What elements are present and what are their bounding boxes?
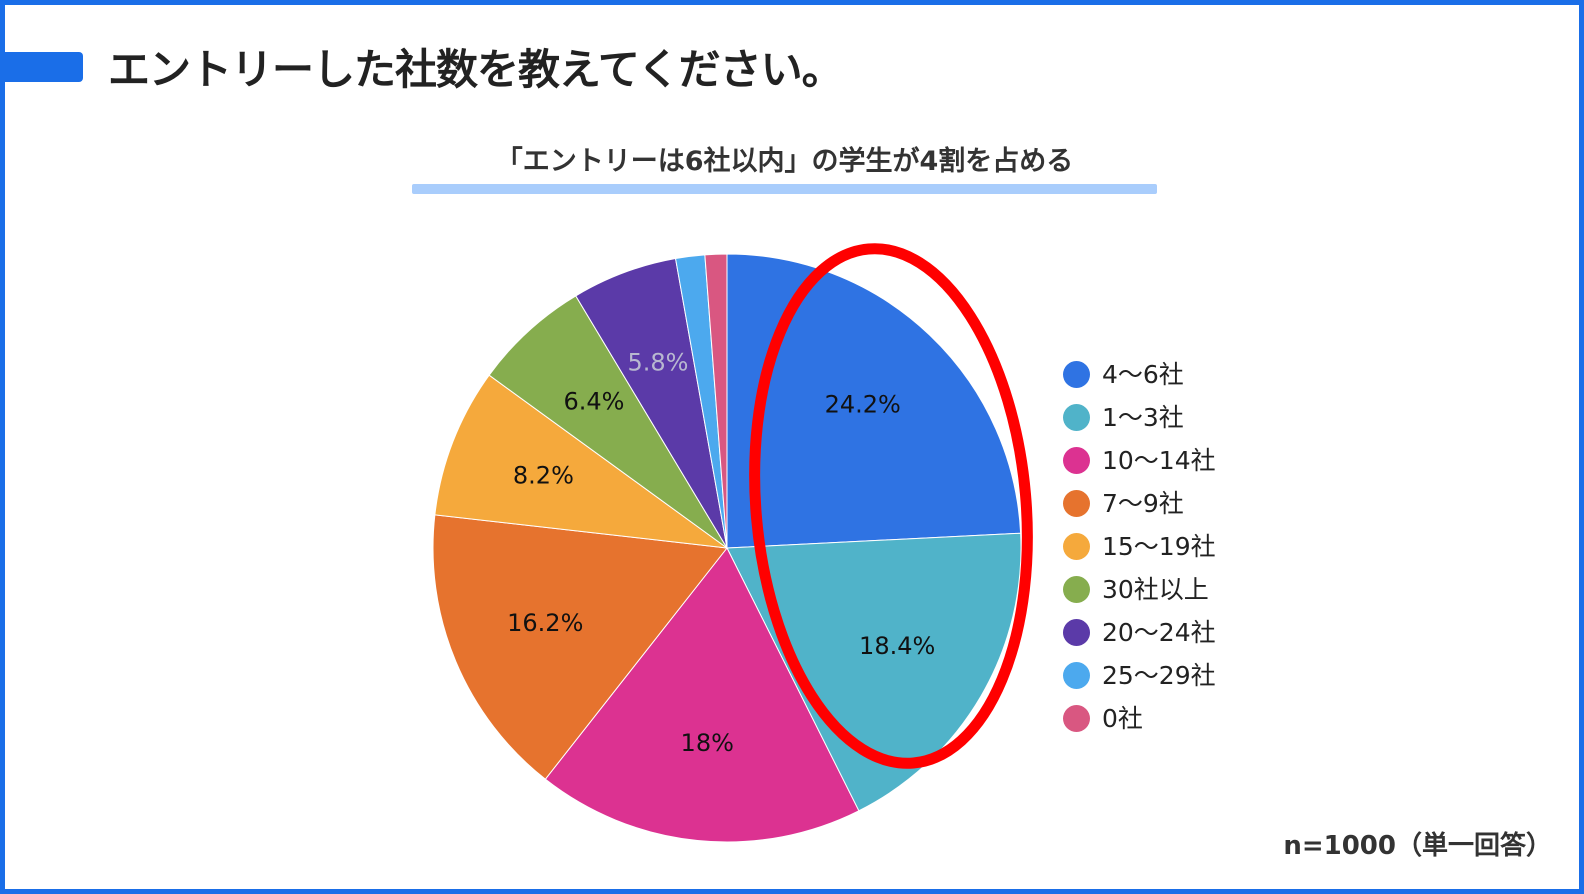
legend-label: 25〜29社 (1102, 661, 1216, 690)
pie-value-label-2: 18% (681, 729, 734, 757)
pie-slice-2 (544, 547, 860, 843)
legend-swatch (1063, 576, 1090, 603)
legend-label: 4〜6社 (1102, 360, 1184, 389)
heading-accent-bar (5, 52, 83, 82)
legend-label: 7〜9社 (1102, 489, 1184, 518)
legend-label: 20〜24社 (1102, 618, 1216, 647)
highlight-ellipse (749, 243, 1033, 769)
pie-value-label-6: 5.8% (627, 349, 688, 377)
pie-slice-0 (726, 253, 1022, 549)
pie-slices (432, 253, 1022, 843)
page-heading: エントリーした社数を教えてください。 (108, 45, 844, 94)
legend-swatch (1063, 490, 1090, 517)
legend-swatch (1063, 361, 1090, 388)
legend-swatch (1063, 404, 1090, 431)
pie-value-label-4: 8.2% (513, 462, 574, 490)
pie-value-labels: 24.2% 18.4% 18% 16.2% 8.2% 6.4%5.8% (507, 349, 935, 757)
legend-label: 10〜14社 (1102, 446, 1216, 475)
pie-slice-1 (726, 532, 1022, 812)
legend-label: 1〜3社 (1102, 403, 1184, 432)
legend-swatch (1063, 447, 1090, 474)
legend-label: 0社 (1102, 704, 1143, 733)
chart-title-underline (412, 184, 1157, 194)
chart-title: 「エントリーは6社以内」の学生が4割を占める (495, 146, 1074, 177)
pie-slice-3 (432, 514, 728, 780)
legend-swatch (1063, 533, 1090, 560)
legend-swatch (1063, 705, 1090, 732)
pie-slice-4 (434, 374, 729, 549)
pie-value-label-5: 6.4% (563, 388, 624, 416)
pie-slice-5 (488, 295, 728, 549)
legend-label: 15〜19社 (1102, 532, 1216, 561)
sample-size-note: n=1000（単一回答） (1283, 831, 1552, 861)
pie-value-label-3: 16.2% (507, 609, 583, 637)
legend-label: 30社以上 (1102, 575, 1209, 604)
pie-slice-8 (704, 253, 728, 549)
legend-swatch (1063, 662, 1090, 689)
pie-value-label-0: 24.2% (825, 390, 901, 418)
pie-value-label-1: 18.4% (859, 632, 935, 660)
legend-swatch (1063, 619, 1090, 646)
